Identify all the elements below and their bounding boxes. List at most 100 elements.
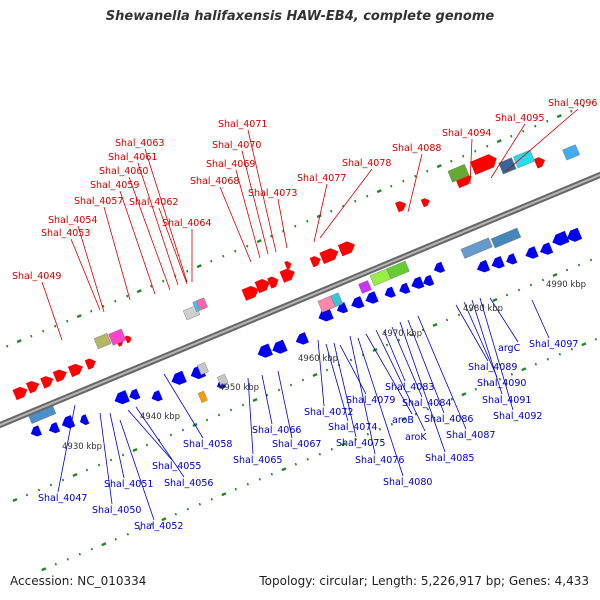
forward-leader-line [219,186,252,263]
reverse-gene-arrow [506,253,518,265]
scale-tick [85,468,89,472]
reverse-leader-line [463,301,498,378]
forward-gene-label: Shal_4068 [190,176,239,187]
reverse-gene-label: Shal_4075 [336,438,385,449]
forward-gene-arrow [254,278,270,294]
scale-tick [366,194,369,198]
scale-tick [66,557,70,561]
reverse-gene-arrow [476,259,491,273]
gene-block [217,373,229,386]
reverse-gene-arrow [365,291,379,304]
forward-gene-label: Shal_4071 [218,119,267,130]
scale-tick [121,453,125,457]
reverse-leader-line [317,339,325,407]
reverse-gene-arrow [540,242,554,255]
reverse-leader-line [339,344,367,395]
reverse-gene-label: Shal_4091 [482,395,531,406]
scale-tick [436,164,442,169]
scale-tick [16,339,22,344]
scale-tick [270,234,273,238]
scale-tick [150,522,154,526]
layer-labels: 4930 kbp 4940 kbp 4950 kbp 4960 kbp 4970 kbp… [12,98,597,532]
scale-tick [61,478,65,482]
reverse-leader-line [261,374,273,425]
reverse-gene-label: Shal_4051 [104,479,153,490]
scale-tick [196,264,202,269]
forward-gene-arrow [533,157,546,169]
scale-tick [589,258,593,262]
reverse-leader-line [333,342,357,438]
reverse-gene-arrow [552,230,570,246]
reverse-leader-line [277,370,293,439]
scale-tick [556,114,562,119]
scale-tick [594,337,598,341]
reverse-gene-label: Shal_4066 [252,425,301,436]
scale-tick [316,214,322,219]
scale-tick [210,497,214,501]
reverse-gene-label: argC [498,343,521,354]
forward-gene-label: Shal_4060 [99,166,148,177]
scale-tick [114,537,118,541]
scale-label-kbp: 4940 kbp [140,412,180,422]
scale-tick [522,129,525,133]
scale-tick [234,487,238,491]
forward-leader-line [407,153,423,213]
scale-tick [49,483,53,487]
reverse-gene-label: Shal_4083 [385,382,434,393]
scale-tick [445,318,449,322]
forward-gene-arrow [309,256,321,268]
scale-tick [409,333,413,337]
gene-block [447,164,470,183]
scale-tick [426,169,429,173]
scale-tick [341,442,347,447]
scale-tick [541,278,545,282]
reverse-gene-label: aroB [392,415,414,426]
scale-tick [252,398,258,402]
reverse-gene-label: Shal_4085 [425,453,474,464]
reverse-leader-line [109,412,125,479]
forward-leader-line [469,138,473,185]
scale-tick [534,362,538,366]
scale-tick [186,507,190,511]
reverse-leader-line [399,321,446,453]
scale-tick [426,407,430,411]
scale-tick [558,352,562,356]
scale-tick [325,368,329,372]
reverse-leader-line [99,412,113,505]
scale-tick [126,532,130,536]
scale-tick [126,294,129,298]
scale-tick [289,383,293,387]
forward-gene-label: Shal_4062 [129,197,178,208]
scale-tick [450,159,453,163]
scale-tick [432,323,438,327]
scale-tick [546,119,549,123]
scale-tick [114,299,117,303]
reverse-leader-line [365,333,413,415]
scale-tick [312,373,318,377]
forward-gene-arrow [319,248,339,264]
gene-block [498,157,517,175]
scale-tick [354,437,358,441]
reverse-gene-label: Shal_4090 [477,378,526,389]
scale-tick [270,472,274,476]
reverse-leader-line [391,326,423,398]
scale-tick [534,124,537,128]
genome-backbone-highlight [0,173,600,427]
scale-tick [577,263,581,267]
scale-tick [570,109,573,113]
scale-tick [301,378,305,382]
scale-tick [90,547,94,551]
scale-label-kbp: 4930 kbp [62,442,102,452]
scale-tick [162,279,165,283]
scale-tick [306,219,309,223]
forward-gene-label: Shal_4057 [74,196,123,207]
scale-tick [294,462,298,466]
forward-gene-arrow [40,376,54,389]
reverse-leader-line [119,419,155,521]
gene-block [513,149,535,169]
scale-tick [450,397,454,401]
forward-leader-line [490,123,526,179]
reverse-leader-line [471,299,503,395]
scale-tick [136,289,142,294]
